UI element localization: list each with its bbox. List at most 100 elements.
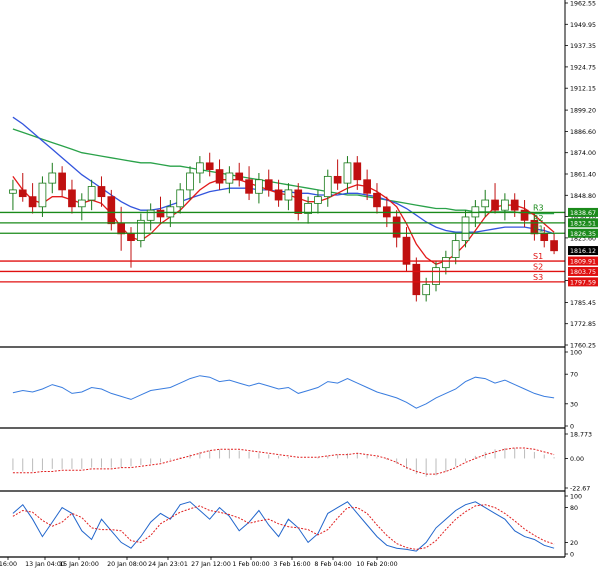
candle [373, 183, 381, 214]
candle [186, 166, 194, 201]
x-tick-label: 10 Feb 20:00 [356, 561, 397, 568]
price-tag-text-r3: 1838.67 [570, 210, 596, 217]
candle-body [451, 240, 460, 258]
candle-body [481, 199, 490, 208]
candle-body [196, 162, 204, 174]
candle [146, 203, 155, 231]
candle [77, 193, 86, 221]
candle-body [402, 236, 411, 265]
candle [412, 257, 421, 302]
price-tag-text-r2: 1832.51 [570, 220, 596, 227]
candle-body [156, 209, 165, 218]
candle [38, 176, 47, 217]
candle-body [255, 179, 263, 194]
y-tick-label: 1924.75 [570, 64, 596, 71]
x-tick-label: 8 Feb 04:00 [314, 561, 351, 568]
candle-body [107, 196, 116, 225]
candle-body [304, 203, 312, 214]
candle-body [225, 172, 234, 184]
stoch-tick-label: 100 [570, 494, 582, 501]
candle-body [461, 216, 470, 242]
candle [501, 193, 509, 221]
candle-body [77, 199, 86, 208]
candle [392, 210, 401, 248]
candle [451, 233, 460, 265]
price-tag-r2 [568, 218, 598, 228]
candle-body [520, 209, 529, 221]
candle-body [392, 216, 401, 238]
candle [68, 179, 76, 214]
candle-body [550, 240, 558, 252]
y-tick-label: 1949.95 [570, 22, 596, 29]
candle [136, 213, 145, 248]
candle [491, 183, 499, 214]
candle-body [176, 189, 185, 208]
candle-body [136, 219, 145, 242]
candle-body [58, 172, 66, 191]
candle-body [510, 199, 519, 211]
candle [9, 179, 17, 211]
price-tag-r3 [568, 207, 598, 217]
price-tag-s1 [568, 256, 598, 266]
candle [363, 169, 371, 201]
candle-body [333, 175, 342, 184]
candle [284, 183, 293, 211]
candle [97, 176, 106, 207]
candle-body [97, 186, 106, 198]
candle [550, 233, 558, 255]
candle-body [127, 233, 135, 242]
x-tick-label: 1 Feb 00:00 [232, 561, 269, 568]
candle-body [432, 267, 440, 285]
candle [215, 159, 224, 190]
macd-tick-label: 18.773 [570, 432, 592, 439]
candle [442, 250, 450, 275]
candle-body [38, 182, 47, 208]
y-tick-label: 1848.80 [570, 193, 596, 200]
y-tick-label: 1912.15 [570, 86, 596, 93]
candle-body [215, 169, 224, 184]
candle-body [235, 172, 244, 181]
macd-tick-label: 0.00 [570, 456, 584, 463]
stoch-tick-label: 20 [570, 540, 578, 547]
last-price-text: 1816.12 [570, 248, 596, 255]
candle [196, 156, 204, 184]
stoch-d-line [12, 504, 555, 550]
price-tag-s3 [568, 277, 598, 287]
candle [48, 162, 57, 194]
candle [333, 159, 342, 190]
candle-body [323, 175, 332, 198]
macd-panel [0, 430, 565, 492]
candle [264, 169, 273, 197]
candle [235, 162, 244, 187]
rsi-tick-label: 100 [570, 350, 582, 357]
x-tick-label: 15 Jan 20:00 [59, 561, 99, 568]
stochastic-panel [0, 493, 565, 558]
candle-body [146, 209, 155, 221]
candle-body [491, 199, 499, 211]
level-label-s1: S1 [533, 252, 543, 261]
candle [58, 166, 66, 197]
candle-body [274, 189, 283, 201]
macd-tick-label: -22.67 [570, 486, 590, 493]
candle-body [442, 257, 450, 269]
candle-body [412, 263, 421, 296]
candle-body [245, 179, 253, 194]
x-tick-label: 16:00 [0, 561, 17, 568]
rsi-tick-label: 30 [570, 401, 578, 408]
macd-signal-line [12, 447, 555, 475]
level-label-r3: R3 [533, 203, 544, 212]
stoch-tick-label: 0 [570, 552, 574, 559]
y-tick-label: 1785.45 [570, 300, 596, 307]
candle-body [373, 192, 381, 208]
ma-slow-line [12, 128, 555, 215]
candle-body [343, 162, 352, 184]
candle [323, 169, 332, 207]
candle [245, 166, 253, 201]
candle-body [422, 284, 431, 296]
candle [314, 189, 322, 214]
candle [107, 189, 116, 231]
rsi-panel [0, 349, 565, 429]
candle [461, 210, 470, 248]
price-tag-text-r1: 1826.35 [570, 231, 596, 238]
